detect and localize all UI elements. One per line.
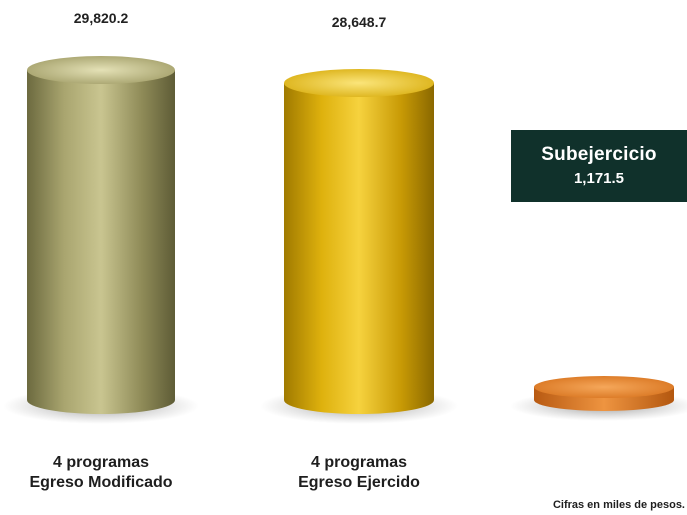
- bar-top: [534, 376, 674, 399]
- value-label: 28,648.7: [331, 14, 387, 30]
- bar-1: [3, 56, 199, 424]
- category-label-line1: 4 programas: [52, 454, 150, 471]
- category-label-line1: 4 programas: [310, 454, 408, 471]
- bar-body: [27, 70, 175, 414]
- category-label-line2: Egreso Modificado: [29, 474, 173, 491]
- bar-2: [260, 68, 458, 424]
- category-label: 4 programas Egreso Modificado: [0, 453, 211, 493]
- value-label: 29,820.2: [73, 10, 129, 26]
- callout-value: 1,171.5: [573, 170, 625, 187]
- bar-3: [510, 376, 687, 421]
- bar-top: [27, 56, 175, 84]
- bar-body: [284, 82, 434, 414]
- units-note: Cifras en miles de pesos.: [552, 499, 685, 511]
- callout-title: Subejercicio: [541, 144, 657, 165]
- category-label: 4 programas Egreso Ejercido: [249, 453, 469, 493]
- subejercicio-callout: Subejercicio 1,171.5: [511, 130, 687, 202]
- category-label-line2: Egreso Ejercido: [298, 474, 420, 491]
- bar-top: [284, 68, 434, 97]
